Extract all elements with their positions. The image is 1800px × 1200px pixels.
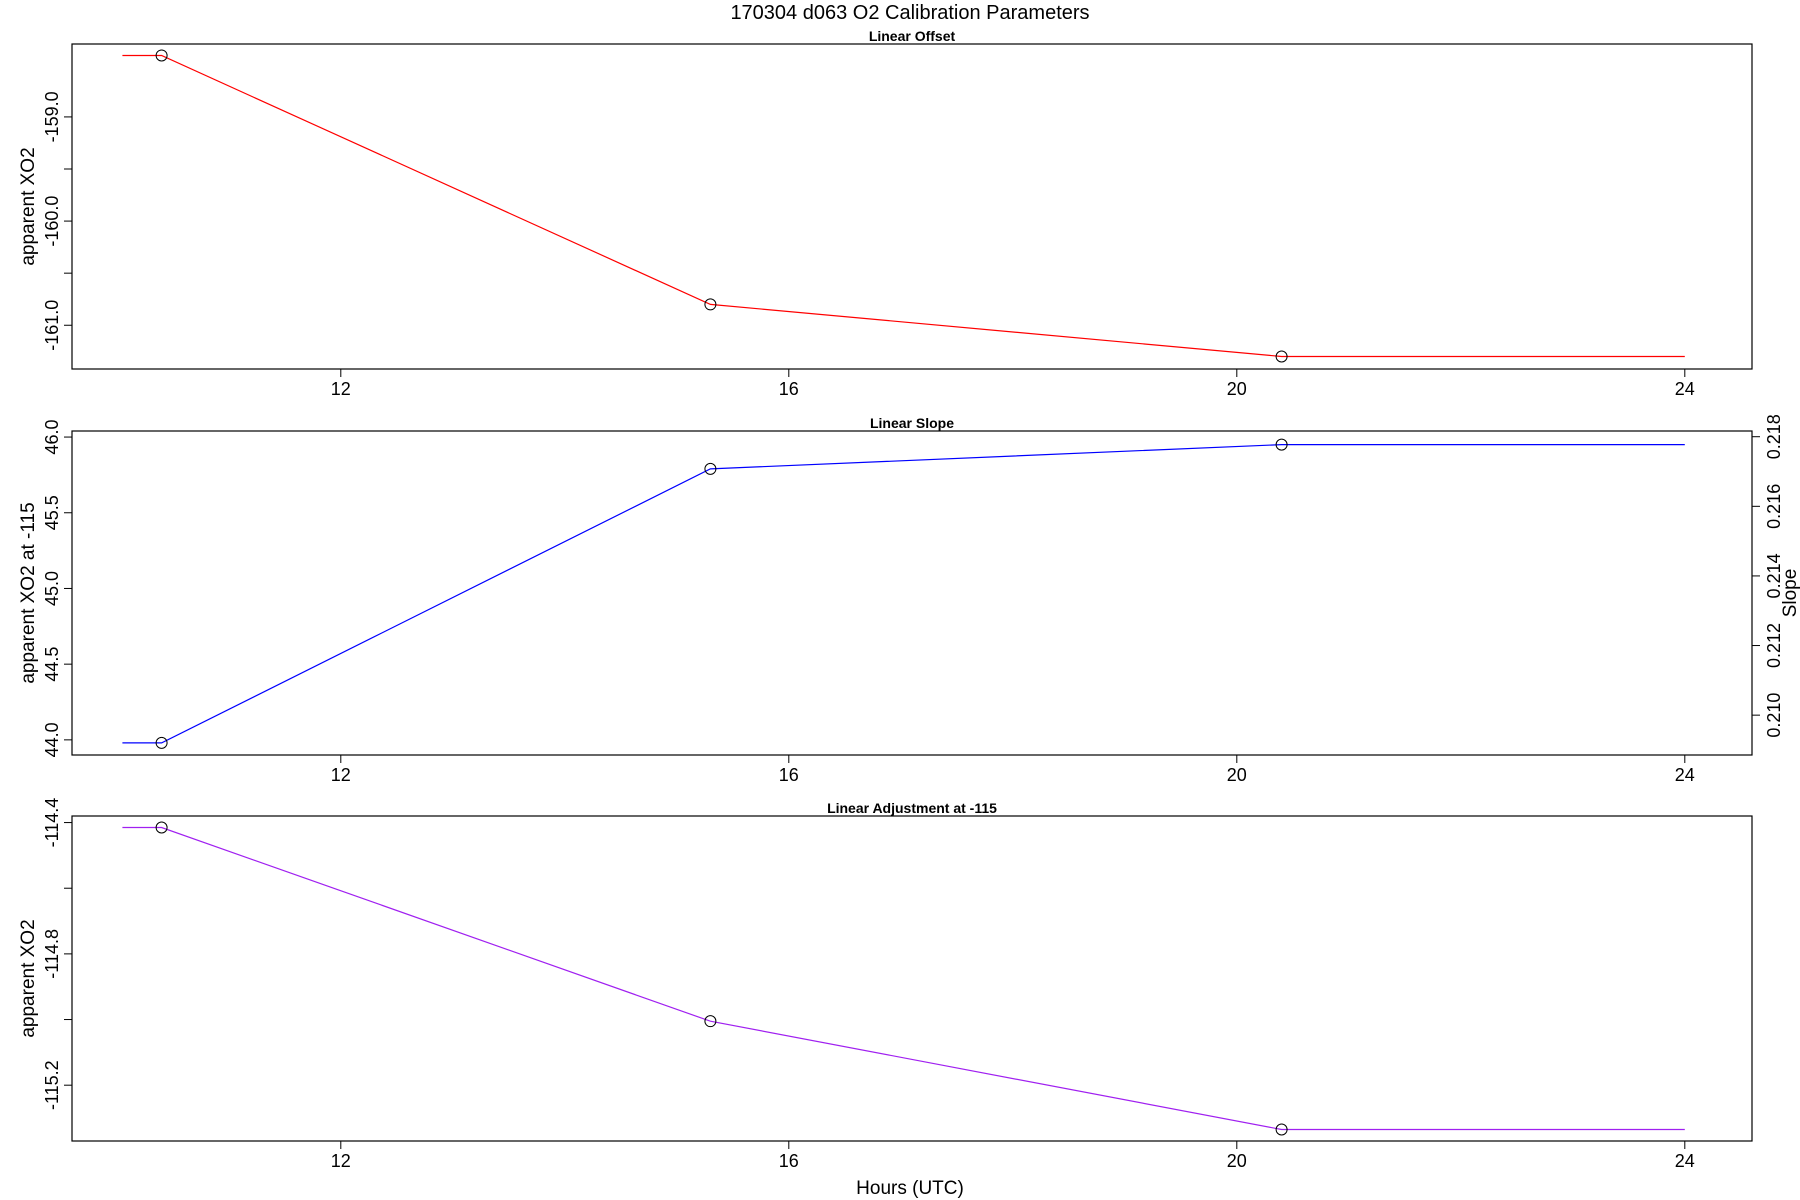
y-tick-label: 45.0 (42, 571, 62, 606)
y-axis-label: apparent XO2 (18, 919, 39, 1037)
x-tick-label: 16 (779, 1151, 799, 1171)
x-tick-label: 24 (1675, 1151, 1695, 1171)
y-tick-label: -115.2 (42, 1060, 62, 1110)
series-line (122, 444, 1685, 744)
x-axis-label: Hours (UTC) (856, 1178, 964, 1199)
plot-frame (71, 815, 1753, 1142)
x-tick-label: 20 (1227, 1151, 1247, 1171)
x-tick-label: 24 (1675, 379, 1695, 399)
y-tick-label: 44.0 (42, 722, 62, 757)
series-line (122, 826, 1685, 1131)
x-tick-label: 16 (779, 765, 799, 785)
x-tick-label: 12 (331, 765, 351, 785)
data-point-marker (155, 821, 168, 834)
plot-frame (71, 43, 1753, 370)
y-tick-label: -114.8 (42, 929, 62, 979)
x-tick-label: 20 (1227, 379, 1247, 399)
x-tick-label: 24 (1675, 765, 1695, 785)
chart-panel-2: Linear Slope 12 16 20 24 44.0 44.5 45.0 45.5 46.0… (18, 414, 1800, 785)
data-point-marker (155, 736, 168, 749)
data-point-marker (704, 462, 717, 475)
panel-title: Linear Offset (869, 28, 956, 44)
chart-panel-1: Linear Offset 12 16 20 24 -161.0 -160.0 -159.0a… (18, 28, 1753, 399)
x-tick-label: 12 (331, 1151, 351, 1171)
chart-panel-3: Linear Adjustment at -115 12 16 20 24 -115.2 -… (18, 798, 1753, 1171)
y-tick-label: -160.0 (42, 196, 62, 247)
panel-title: Linear Adjustment at -115 (827, 800, 997, 816)
y-tick-label: 45.5 (42, 495, 62, 530)
x-tick-label: 20 (1227, 765, 1247, 785)
y2-tick-label: 0.214 (1764, 553, 1784, 598)
data-point-marker (1275, 350, 1288, 363)
y2-tick-label: 0.216 (1764, 484, 1784, 529)
series-line (122, 54, 1685, 358)
figure-title: 170304 d063 O2 Calibration Parameters (730, 2, 1089, 24)
y2-tick-label: 0.210 (1764, 693, 1784, 738)
data-point-marker (1275, 1123, 1288, 1136)
data-point-marker (1275, 438, 1288, 451)
y-tick-label: 46.0 (42, 420, 62, 455)
data-point-marker (155, 49, 168, 62)
y2-tick-label: 0.212 (1764, 623, 1784, 668)
y-tick-label: -114.4 (42, 798, 62, 848)
data-point-marker (704, 1015, 717, 1028)
y-tick-label: 44.5 (42, 647, 62, 682)
x-tick-label: 16 (779, 379, 799, 399)
y-tick-label: -159.0 (42, 91, 62, 142)
y-tick-label: -161.0 (42, 300, 62, 351)
y2-tick-label: 0.218 (1764, 414, 1784, 459)
x-tick-label: 12 (331, 379, 351, 399)
panel-title: Linear Slope (870, 415, 954, 431)
y-axis-label: apparent XO2 at -115 (18, 502, 39, 683)
plot-frame (71, 430, 1753, 756)
data-point-marker (704, 298, 717, 311)
y2-axis-label: Slope (1780, 569, 1800, 618)
y-axis-label: apparent XO2 (18, 147, 39, 265)
